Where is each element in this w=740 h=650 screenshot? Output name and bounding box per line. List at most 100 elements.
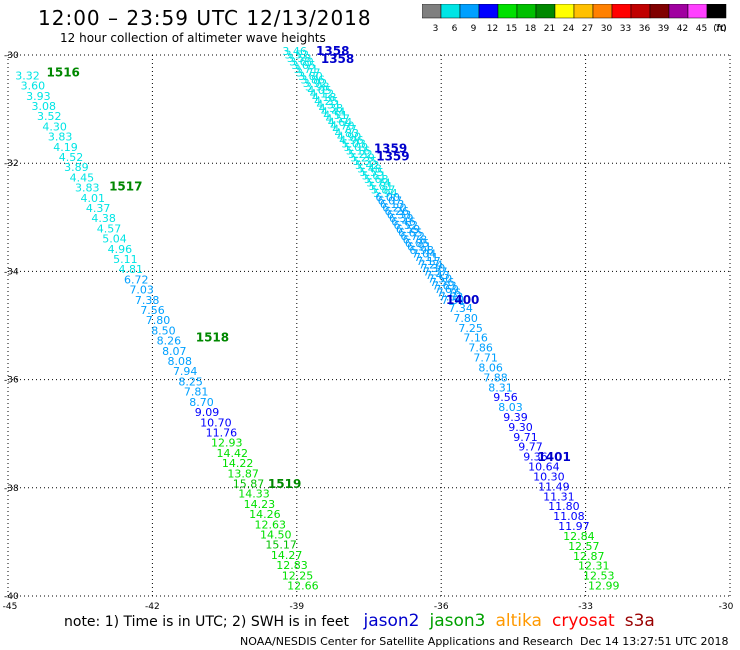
swh-value: 14.33 [238,488,270,501]
swh-value: 3.93 [26,90,51,103]
swh-value: 12.66 [287,580,319,593]
lat-tick-label: -30 [4,51,19,61]
swh-value: 7.50 [428,273,453,286]
swh-value: 14.27 [271,549,303,562]
swh-value: 8.70 [189,396,214,409]
swh-value: 3.92 [303,77,328,90]
swh-value: 4.52 [59,151,83,164]
colorbar-label: 21 [544,24,555,34]
swh-value: 8.08 [168,355,193,368]
swh-value: 11.08 [553,510,585,523]
swh-value: 7.11 [414,251,439,264]
swh-value: 3.32 [15,69,40,82]
swh-value: 6.46 [391,216,416,229]
swh-value: 3.52 [37,110,62,123]
swh-value: 4.38 [319,102,344,115]
swh-value: 7.81 [184,386,209,399]
swh-value: 7.80 [146,314,171,327]
swh-value: 4.51 [323,109,348,122]
legend-jason2: jason2 [363,611,420,631]
colorbar-label: 27 [582,24,593,34]
swh-value: 3.83 [48,131,73,144]
swh-value: 7.56 [140,304,165,317]
track-jason2-dense: 3.463.523.583.603.653.713.773.803.863.92… [282,45,465,307]
colorbar-label: 6 [452,24,458,34]
swh-value: 3.83 [75,182,100,195]
swh-value: 4.90 [337,130,362,143]
swh-value: 7.25 [458,322,483,335]
legend-jason3: jason3 [429,611,486,631]
swh-value: 4.01 [80,192,105,205]
swh-value: 5.04 [102,233,127,246]
swh-value: 7.86 [468,342,493,355]
swh-value: 6.07 [378,194,403,207]
swh-value: 7.56 [430,276,455,289]
swh-value: 7.71 [473,352,498,365]
swh-value: 4.81 [119,263,143,276]
swh-value: 4.38 [91,212,116,225]
swh-value: 8.31 [488,381,512,394]
lon-tick-label: -30 [719,602,734,612]
timestamp: Dec 14 13:27:51 UTC 2018 [580,635,729,648]
swh-value: 11.76 [206,426,238,439]
lat-tick-label: -32 [4,159,19,169]
colorbar-label: 30 [601,24,613,34]
colorbar-swatch [706,4,727,19]
swh-value: 6.72 [124,273,149,286]
swh-value: 6.26 [384,205,409,218]
wave-height-colorbar: 3 6 9 12 15 18 21 24 27 30 33 36 39 42 45 70(ft) [422,4,727,34]
swh-value: 7.51 [441,294,466,307]
swh-value: 10.30 [533,470,565,483]
track-jason3: 3.323.603.933.083.524.303.834.194.523.89… [15,69,318,592]
swh-value: 5.94 [373,187,398,200]
swh-value: 8.03 [498,401,522,414]
swh-value: 4.57 [325,113,350,126]
swh-value: 6.20 [382,201,407,214]
colorbar-label: 9 [471,24,477,34]
swh-value: 6.59 [396,223,421,236]
swh-value: 6.85 [405,237,430,250]
swh-value: 7.38 [135,294,160,307]
swh-value: 7.82 [439,290,464,303]
swh-value: 7.43 [425,269,450,282]
note-text: note: 1) Time is in UTC; 2) SWH is in fe… [64,614,350,630]
swh-value: 11.31 [543,490,575,503]
swh-value: 9.56 [493,391,517,404]
lon-tick-label: -45 [3,602,18,612]
footer-note: note: 1) Time is in UTC; 2) SWH is in fe… [64,611,655,631]
swh-value: 6.00 [375,191,400,204]
swh-value: 6.72 [400,230,425,243]
lat-tick-label: -34 [4,267,19,277]
swh-value: 7.16 [463,332,488,345]
swh-value: 13.87 [227,467,259,480]
swh-value: 7.37 [423,265,448,278]
lat-tick-label: -36 [4,376,19,386]
swh-value: 5.81 [369,180,394,193]
pass-time-label: 1400 [446,293,479,307]
swh-value: 5.35 [353,155,378,168]
lon-tick-label: -33 [578,602,593,612]
swh-value: 14.42 [216,447,248,460]
swh-value: 12.87 [573,550,605,563]
swh-value: 5.87 [371,184,396,197]
swh-value: 6.52 [394,219,419,232]
swh-value: 10.64 [528,461,560,474]
swh-value: 3.08 [32,100,57,113]
colorbar-label: 18 [525,24,537,34]
swh-value: 9.39 [503,411,528,424]
swh-value: 4.30 [42,120,66,133]
satellite-legend: jason2 jason3 altika cryosat s3a [353,611,654,631]
swh-value: 9.77 [518,441,543,454]
lat-tick-label: -40 [4,592,19,602]
swh-value: 4.64 [328,116,353,129]
swh-value: 14.22 [222,457,254,470]
swh-value: 5.11 [113,253,138,266]
track-jason2: 7.347.807.257.167.867.718.067.888.319.56… [448,302,619,593]
map-title: 12:00 – 23:59 UTC 12/13/2018 [38,6,372,30]
swh-value: 7.69 [434,283,459,296]
swh-value: 7.76 [437,287,462,300]
swh-value: 4.96 [108,243,133,256]
swh-value: 3.98 [305,81,330,94]
swh-value: 6.91 [407,241,432,254]
